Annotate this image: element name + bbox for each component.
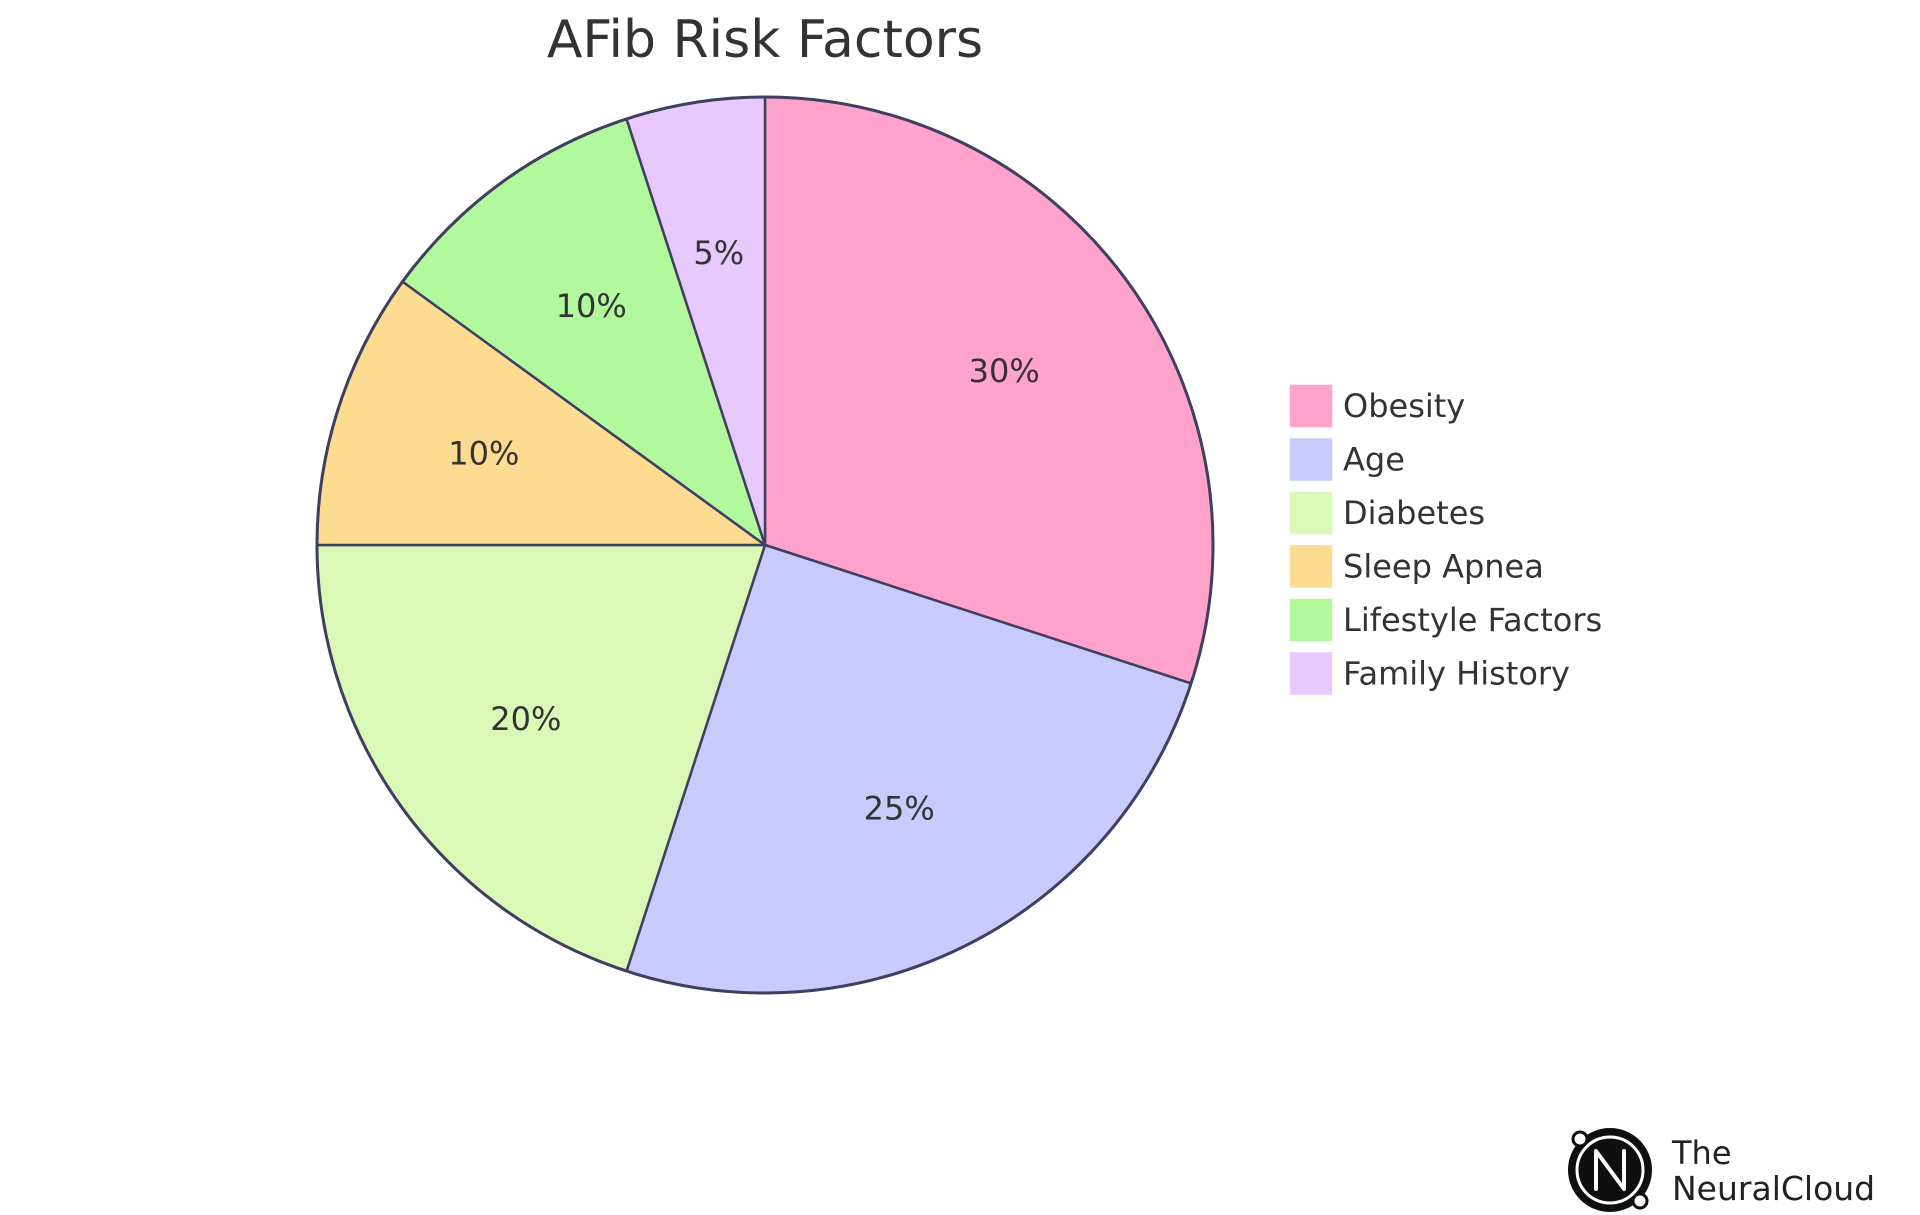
legend-swatch-diabetes (1288, 490, 1334, 536)
slice-label-sleep-apnea: 10% (448, 435, 519, 473)
neuralcloud-logo-icon (1568, 1128, 1652, 1212)
slice-label-obesity: 30% (969, 352, 1040, 390)
slice-label-family-history: 5% (693, 234, 744, 272)
legend-label-family-history: Family History (1343, 655, 1570, 693)
legend-swatch-family-history (1288, 650, 1334, 697)
legend-label-diabetes: Diabetes (1343, 494, 1485, 532)
legend: Obesity Age Diabetes Sleep Apnea Lifestyle F… (1288, 383, 1602, 697)
pie-slices (315, 95, 1215, 995)
pie-outline (315, 95, 1215, 995)
legend-label-obesity: Obesity (1343, 387, 1465, 425)
legend-label-age: Age (1343, 441, 1405, 479)
slice-label-age: 25% (864, 789, 935, 827)
legend-swatch-lifestyle-factors (1288, 597, 1334, 643)
legend-swatch-age (1288, 436, 1334, 483)
legend-label-lifestyle-factors: Lifestyle Factors (1343, 601, 1602, 639)
brand-line-name: NeuralCloud (1672, 1169, 1875, 1208)
legend-swatch-obesity (1288, 383, 1334, 429)
slice-label-lifestyle-factors: 10% (556, 287, 627, 325)
legend-swatch-sleep-apnea (1288, 543, 1334, 590)
legend-label-sleep-apnea: Sleep Apnea (1343, 548, 1544, 586)
brand-line-the: The (1671, 1134, 1732, 1172)
chart-title: AFib Risk Factors (547, 10, 983, 70)
brand-logo: The NeuralCloud (1568, 1128, 1875, 1212)
slice-label-diabetes: 20% (490, 700, 561, 738)
pie-slice-labels: 30% 25% 20% 10% 10% 5% (448, 234, 1040, 827)
